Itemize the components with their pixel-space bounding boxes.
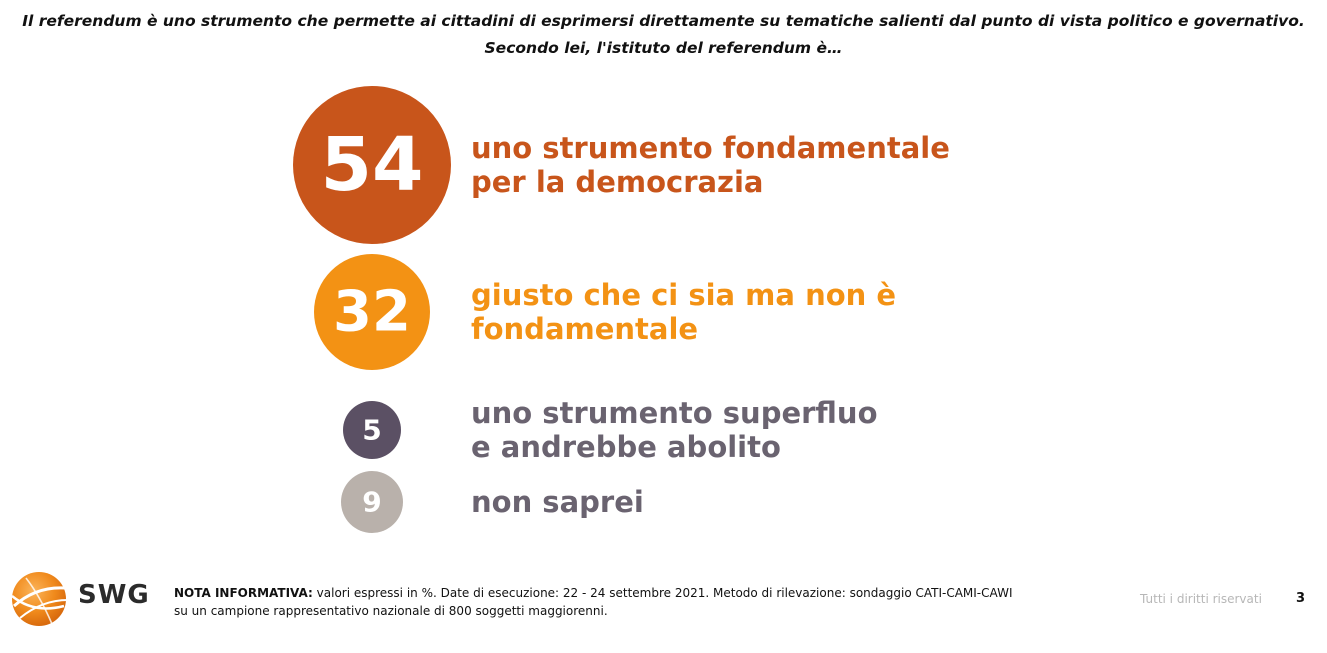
label-2-line-1: giusto che ci sia ma non è xyxy=(471,278,896,312)
question-line-1: Il referendum è uno strumento che permet… xyxy=(22,12,1305,30)
note-label: NOTA INFORMATIVA: xyxy=(174,586,313,600)
label-3-line-1: uno strumento superfluo xyxy=(471,396,878,430)
label-3-line-2: e andrebbe abolito xyxy=(471,430,781,464)
bubble-3 xyxy=(343,401,401,459)
note-line-2: su un campione rappresentativo nazionale… xyxy=(174,604,608,618)
footer: SWG NOTA INFORMATIVA: valori espressi in… xyxy=(0,560,1327,653)
question-text: Il referendum è uno strumento che permet… xyxy=(0,8,1327,62)
label-2-line-2: fondamentale xyxy=(471,312,698,346)
label-1-line-2: per la democrazia xyxy=(471,165,763,199)
bubble-value-3: 5 xyxy=(362,414,381,447)
bubble-2 xyxy=(314,254,430,370)
bubble-value-4: 9 xyxy=(362,486,381,519)
note-line-1: valori espressi in %. Date di esecuzione… xyxy=(312,586,1013,600)
swg-logo: SWG xyxy=(6,566,156,626)
label-1-line-1: uno strumento fondamentale xyxy=(471,131,950,165)
bubble-value-2: 32 xyxy=(333,280,411,345)
methodology-note: NOTA INFORMATIVA: valori espressi in %. … xyxy=(174,584,1012,620)
bubble-value-1: 54 xyxy=(321,122,424,208)
logo-text: SWG xyxy=(78,580,150,610)
bubble-1 xyxy=(293,86,451,244)
globe-logo-icon xyxy=(11,572,69,626)
bubble-4 xyxy=(341,471,403,533)
rights-text: Tutti i diritti riservati xyxy=(1140,592,1262,606)
label-4-line-1: non saprei xyxy=(471,485,644,519)
page-number: 3 xyxy=(1296,591,1306,606)
question-line-2: Secondo lei, l'istituto del referendum è… xyxy=(484,39,843,57)
